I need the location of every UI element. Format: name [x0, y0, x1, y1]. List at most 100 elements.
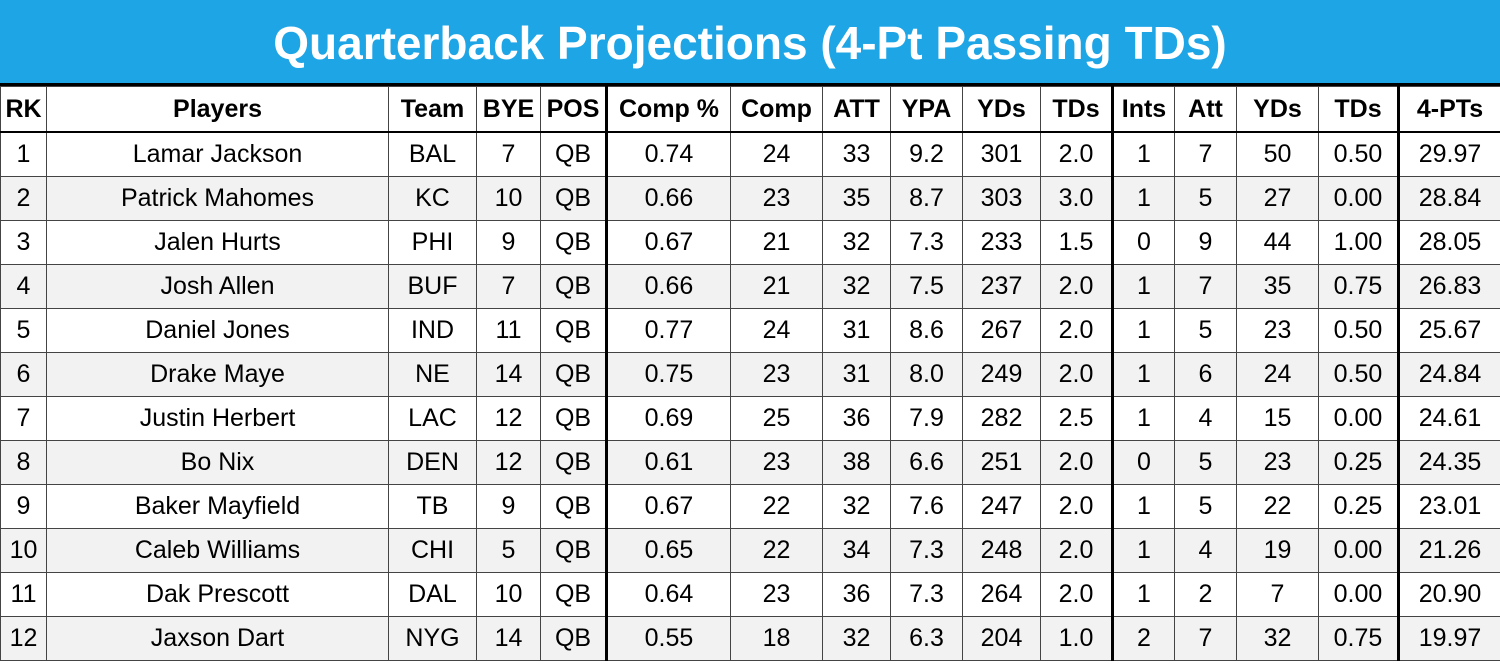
table-cell: 9	[1174, 220, 1237, 265]
table-cell: 247	[962, 484, 1041, 529]
table-cell: 22	[1236, 484, 1319, 529]
table-cell: 28.84	[1398, 176, 1500, 221]
table-cell: 7.9	[890, 396, 963, 441]
table-cell: 4	[1174, 396, 1237, 441]
column-header: POS	[540, 86, 608, 133]
table-row: 6 Drake Maye NE 14 QB 0.75 23 31 8.0 249 2.0 1 6 24 0.…	[0, 352, 1500, 397]
table-cell: BUF	[388, 264, 477, 309]
table-row: 2 Patrick Mahomes KC 10 QB 0.66 23 35 8.7 303 3.0 1…	[0, 176, 1500, 221]
table-cell: 44	[1236, 220, 1319, 265]
table-cell: 19.97	[1398, 616, 1500, 661]
table-cell: 204	[962, 616, 1041, 661]
table-cell: 0.74	[606, 131, 731, 177]
table-cell: 0.67	[606, 220, 731, 265]
table-cell: LAC	[388, 396, 477, 441]
column-header: Players	[46, 86, 389, 133]
table-cell: 0.66	[606, 176, 731, 221]
table-cell: 5	[1174, 176, 1237, 221]
table-cell: 0.55	[606, 616, 731, 661]
table-cell: Jalen Hurts	[46, 220, 389, 265]
table-row: 7 Justin Herbert LAC 12 QB 0.69 25 36 7.9 282 2.5 1…	[0, 396, 1500, 441]
table-cell: 2.0	[1040, 308, 1114, 353]
table-cell: 7.5	[890, 264, 963, 309]
table-cell: 24	[730, 308, 823, 353]
table-cell: 19	[1236, 528, 1319, 573]
table-cell: 0.65	[606, 528, 731, 573]
table-cell: 0.64	[606, 572, 731, 617]
table-row: 5 Daniel Jones IND 11 QB 0.77 24 31 8.6 267 2.0 1 5 2…	[0, 308, 1500, 353]
table-cell: 35	[1236, 264, 1319, 309]
table-cell: 2	[0, 176, 47, 221]
table-cell: 9.2	[890, 131, 963, 177]
table-cell: 36	[822, 396, 891, 441]
table-cell: 14	[476, 352, 541, 397]
column-header: Att	[1174, 86, 1237, 133]
table-row: 3 Jalen Hurts PHI 9 QB 0.67 21 32 7.3 233 1.5 0 9 44 1…	[0, 220, 1500, 265]
table-cell: 12	[476, 396, 541, 441]
table-cell: 5	[0, 308, 47, 353]
table-cell: Daniel Jones	[46, 308, 389, 353]
table-cell: 23	[730, 176, 823, 221]
table-cell: 1	[1112, 176, 1175, 221]
table-cell: QB	[540, 176, 608, 221]
table-cell: 31	[822, 308, 891, 353]
table-cell: 33	[822, 131, 891, 177]
table-cell: 251	[962, 440, 1041, 485]
table-cell: 10	[476, 572, 541, 617]
table-cell: QB	[540, 220, 608, 265]
column-header: Team	[388, 86, 477, 133]
table-cell: IND	[388, 308, 477, 353]
table-cell: KC	[388, 176, 477, 221]
table-cell: 0.75	[606, 352, 731, 397]
table-row: 1 Lamar Jackson BAL 7 QB 0.74 24 33 9.2 301 2.0 1 7 5…	[0, 131, 1500, 177]
table-cell: 7	[1174, 264, 1237, 309]
table-cell: Baker Mayfield	[46, 484, 389, 529]
table-cell: Jaxson Dart	[46, 616, 389, 661]
table-cell: 7.3	[890, 572, 963, 617]
table-cell: 1	[1112, 484, 1175, 529]
table-cell: 23	[730, 572, 823, 617]
table-cell: 0.69	[606, 396, 731, 441]
table-cell: 0	[1112, 220, 1175, 265]
table-cell: CHI	[388, 528, 477, 573]
table-row: 12 Jaxson Dart NYG 14 QB 0.55 18 32 6.3 204 1.0 2 7 3…	[0, 616, 1500, 661]
table-cell: 0.50	[1318, 308, 1400, 353]
column-header: TDs	[1040, 86, 1114, 133]
table-cell: 2.0	[1040, 572, 1114, 617]
table-cell: 2.0	[1040, 440, 1114, 485]
table-cell: 2.0	[1040, 352, 1114, 397]
table-cell: 6	[0, 352, 47, 397]
table-cell: 23	[1236, 308, 1319, 353]
table-cell: 9	[476, 484, 541, 529]
column-header: Comp %	[606, 86, 731, 133]
table-cell: NYG	[388, 616, 477, 661]
table-cell: 2.0	[1040, 484, 1114, 529]
table-cell: QB	[540, 396, 608, 441]
table-cell: 7	[476, 131, 541, 177]
table-cell: 8.6	[890, 308, 963, 353]
table-row: 4 Josh Allen BUF 7 QB 0.66 21 32 7.5 237 2.0 1 7 35 0.…	[0, 264, 1500, 309]
table-cell: 5	[1174, 308, 1237, 353]
column-header: BYE	[476, 86, 541, 133]
table-cell: 9	[0, 484, 47, 529]
table-cell: QB	[540, 440, 608, 485]
table-cell: QB	[540, 131, 608, 177]
table-cell: 12	[0, 616, 47, 661]
table-cell: 0.00	[1318, 572, 1400, 617]
table-cell: 24.35	[1398, 440, 1500, 485]
table-row: 11 Dak Prescott DAL 10 QB 0.64 23 36 7.3 264 2.0 1 2…	[0, 572, 1500, 617]
table-cell: 11	[0, 572, 47, 617]
table-cell: 21.26	[1398, 528, 1500, 573]
table-cell: Caleb Williams	[46, 528, 389, 573]
table-cell: QB	[540, 484, 608, 529]
table-cell: QB	[540, 616, 608, 661]
table-cell: 4	[0, 264, 47, 309]
table-cell: 0.00	[1318, 528, 1400, 573]
table-cell: 35	[822, 176, 891, 221]
table-cell: 32	[1236, 616, 1319, 661]
table-cell: 22	[730, 484, 823, 529]
table-cell: 24	[730, 131, 823, 177]
table-cell: 1	[1112, 352, 1175, 397]
column-header: Comp	[730, 86, 823, 133]
table-cell: 7	[476, 264, 541, 309]
